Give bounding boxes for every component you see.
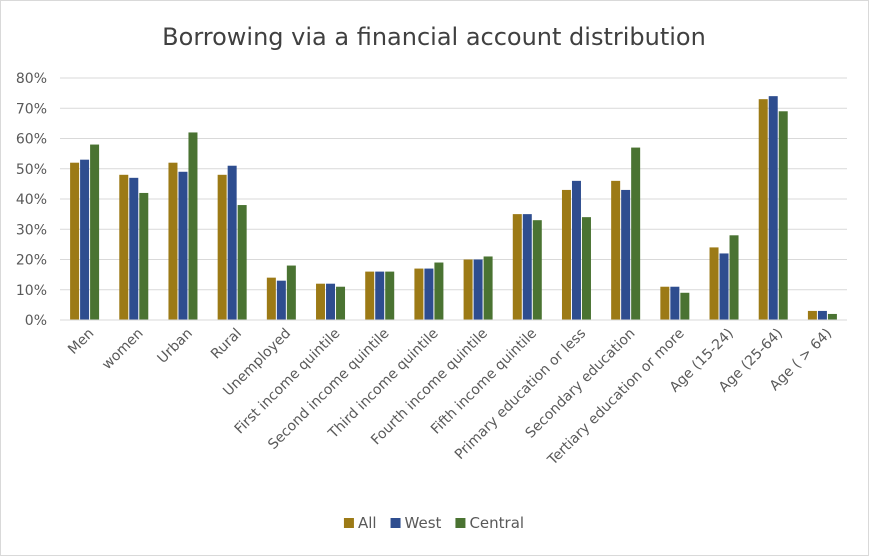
bar-central <box>778 111 788 321</box>
legend-swatch-west <box>390 518 401 528</box>
category-label: Rural <box>208 326 245 363</box>
y-tick-label: 70% <box>16 101 47 117</box>
category-label: Urban <box>155 326 196 367</box>
bars <box>70 96 837 321</box>
y-tick-label: 20% <box>16 253 47 269</box>
bar-west <box>375 271 385 320</box>
bar-central <box>532 220 542 320</box>
chart-title: Borrowing via a financial account distri… <box>162 23 706 51</box>
category-label: women <box>99 326 146 373</box>
bar-all <box>561 189 571 320</box>
y-tick-label: 40% <box>16 192 47 208</box>
bar-all <box>70 162 80 320</box>
y-tick-label: 50% <box>16 162 47 178</box>
bar-all <box>365 271 375 320</box>
bar-all <box>168 162 178 320</box>
bar-all <box>266 277 276 320</box>
bar-all <box>709 247 719 320</box>
bar-west <box>719 253 729 320</box>
bar-all <box>414 268 424 320</box>
y-tick-label: 0% <box>25 313 47 329</box>
bar-central <box>139 192 149 320</box>
y-tick-label: 30% <box>16 222 47 238</box>
bar-all <box>512 214 522 320</box>
bar-central <box>680 292 690 320</box>
legend-label-central: Central <box>469 514 524 532</box>
legend-label-west: West <box>405 514 442 532</box>
bar-all <box>316 283 326 320</box>
bar-central <box>286 265 296 320</box>
legend-label-all: All <box>358 514 377 532</box>
bar-all <box>807 310 817 320</box>
bar-west <box>768 96 778 321</box>
y-tick-label: 10% <box>16 283 47 299</box>
bar-west <box>817 310 827 320</box>
bar-central <box>385 271 395 320</box>
bar-all <box>217 174 227 320</box>
legend-swatch-all <box>343 518 354 528</box>
y-axis-ticks: 0% 10% 20% 30% 40% 50% 60% 70% 80% <box>16 71 47 329</box>
y-tick-label: 60% <box>16 132 47 148</box>
bar-central <box>434 262 444 320</box>
category-label: Men <box>65 326 97 358</box>
bar-central <box>237 205 247 320</box>
legend-swatch-central <box>455 518 466 528</box>
bar-all <box>463 259 473 320</box>
bar-west <box>424 268 434 320</box>
gridlines <box>60 77 847 291</box>
legend: All West Central <box>343 514 524 532</box>
bar-central <box>336 286 346 320</box>
bar-all <box>119 174 129 320</box>
bar-all <box>611 180 621 320</box>
bar-all <box>758 99 768 320</box>
bar-central <box>581 217 591 320</box>
bar-west <box>522 214 532 320</box>
bar-west <box>80 159 90 320</box>
bar-west <box>227 165 237 320</box>
bar-central <box>483 256 493 320</box>
bar-central <box>729 235 739 320</box>
bar-central <box>90 144 100 320</box>
bar-west <box>129 177 139 320</box>
bar-central <box>631 147 641 320</box>
bar-west <box>670 286 680 320</box>
y-tick-label: 80% <box>16 71 47 87</box>
bar-west <box>276 280 286 320</box>
bar-central <box>827 313 837 320</box>
bar-all <box>660 286 670 320</box>
bar-west <box>473 259 483 320</box>
bar-west <box>326 283 336 320</box>
bar-west <box>621 189 631 320</box>
bar-west <box>178 171 188 320</box>
bar-west <box>571 180 581 320</box>
bar-central <box>188 132 198 320</box>
